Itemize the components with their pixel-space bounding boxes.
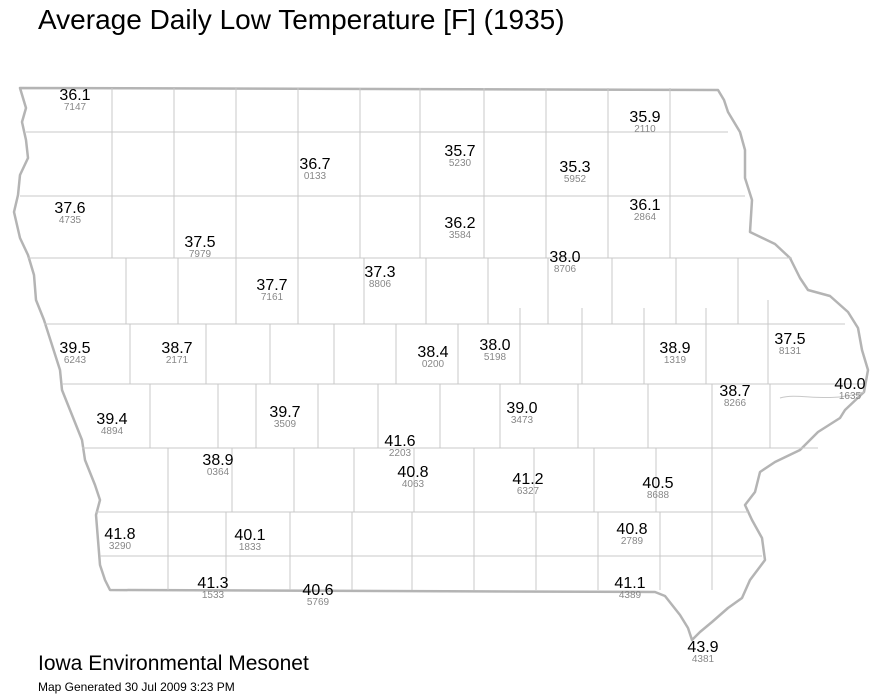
station-temperature: 41.2 bbox=[512, 471, 543, 488]
county-lines bbox=[20, 88, 865, 590]
station-id: 4389 bbox=[619, 590, 642, 601]
station-id: 2203 bbox=[389, 448, 412, 459]
station-temperature: 40.6 bbox=[302, 582, 333, 599]
station-temperature: 39.0 bbox=[506, 400, 537, 417]
station-temperature: 37.7 bbox=[256, 277, 287, 294]
station-temperature: 40.5 bbox=[642, 475, 673, 492]
station-id: 5952 bbox=[564, 174, 587, 185]
station-temperature: 40.1 bbox=[234, 527, 265, 544]
station-id: 3509 bbox=[274, 419, 297, 430]
station-temperature: 40.8 bbox=[397, 464, 428, 481]
station-id: 2110 bbox=[634, 124, 656, 135]
station-id: 4894 bbox=[101, 426, 124, 437]
station-id: 7979 bbox=[189, 249, 212, 260]
station-id: 1635 bbox=[839, 391, 862, 402]
station-temperature: 38.9 bbox=[659, 340, 690, 357]
station-temperature: 41.1 bbox=[614, 575, 645, 592]
station-temperature: 37.3 bbox=[364, 264, 395, 281]
station-id: 0200 bbox=[422, 359, 445, 370]
station-id: 8806 bbox=[369, 279, 392, 290]
station-id: 1533 bbox=[202, 590, 225, 601]
station-temperature: 38.7 bbox=[161, 340, 192, 357]
station-id: 4381 bbox=[692, 654, 715, 665]
station-temperature: 35.9 bbox=[629, 109, 660, 126]
station-id: 3584 bbox=[449, 230, 472, 241]
station-id: 7147 bbox=[64, 102, 87, 113]
station-temperature: 41.8 bbox=[104, 526, 135, 543]
station-id: 8688 bbox=[647, 490, 670, 501]
station-temperature: 37.5 bbox=[774, 331, 805, 348]
station-id: 4735 bbox=[59, 215, 82, 226]
station-temperature: 36.1 bbox=[629, 197, 660, 214]
station-id: 0364 bbox=[207, 467, 230, 478]
station-id: 2789 bbox=[621, 536, 644, 547]
station-id: 2864 bbox=[634, 212, 657, 223]
station-temperature: 37.5 bbox=[184, 234, 215, 251]
generated-timestamp: Map Generated 30 Jul 2009 3:23 PM bbox=[38, 680, 235, 694]
station-temperature: 38.0 bbox=[549, 249, 580, 266]
station-id: 2171 bbox=[166, 355, 189, 366]
station-temperature: 35.3 bbox=[559, 159, 590, 176]
iowa-state-border bbox=[12, 86, 870, 642]
station-temperature: 39.7 bbox=[269, 404, 300, 421]
station-id: 6327 bbox=[517, 486, 540, 497]
station-id: 8131 bbox=[779, 346, 802, 357]
station-id: 0133 bbox=[304, 171, 327, 182]
station-id: 4063 bbox=[402, 479, 425, 490]
station-temperature: 38.0 bbox=[479, 337, 510, 354]
station-temperature: 39.5 bbox=[59, 340, 90, 357]
station-temperature: 40.8 bbox=[616, 521, 647, 538]
station-temperature: 40.0 bbox=[834, 376, 865, 393]
station-temperature: 43.9 bbox=[687, 639, 718, 656]
station-temperature: 41.6 bbox=[384, 433, 415, 450]
station-temperature: 38.9 bbox=[202, 452, 233, 469]
station-temperature: 38.7 bbox=[719, 383, 750, 400]
station-temperature: 41.3 bbox=[197, 575, 228, 592]
station-temperature: 36.1 bbox=[59, 87, 90, 104]
station-id: 3290 bbox=[109, 541, 132, 552]
station-temperature: 39.4 bbox=[96, 411, 127, 428]
station-id: 3473 bbox=[511, 415, 534, 426]
station-temperature: 36.7 bbox=[299, 156, 330, 173]
station-id: 5769 bbox=[307, 597, 330, 608]
map-title: Average Daily Low Temperature [F] (1935) bbox=[38, 4, 565, 35]
station-id: 6243 bbox=[64, 355, 87, 366]
station-temperature: 36.2 bbox=[444, 215, 475, 232]
station-id: 8266 bbox=[724, 398, 747, 409]
station-temperature: 37.6 bbox=[54, 200, 85, 217]
station-id: 5230 bbox=[449, 158, 472, 169]
station-id: 5198 bbox=[484, 352, 507, 363]
station-temperature: 35.7 bbox=[444, 143, 475, 160]
station-id: 1833 bbox=[239, 542, 262, 553]
station-id: 8706 bbox=[554, 264, 577, 275]
station-temperature: 38.4 bbox=[417, 344, 448, 361]
station-id: 7161 bbox=[261, 292, 284, 303]
station-id: 1319 bbox=[664, 355, 687, 366]
organization-name: Iowa Environmental Mesonet bbox=[38, 652, 309, 675]
